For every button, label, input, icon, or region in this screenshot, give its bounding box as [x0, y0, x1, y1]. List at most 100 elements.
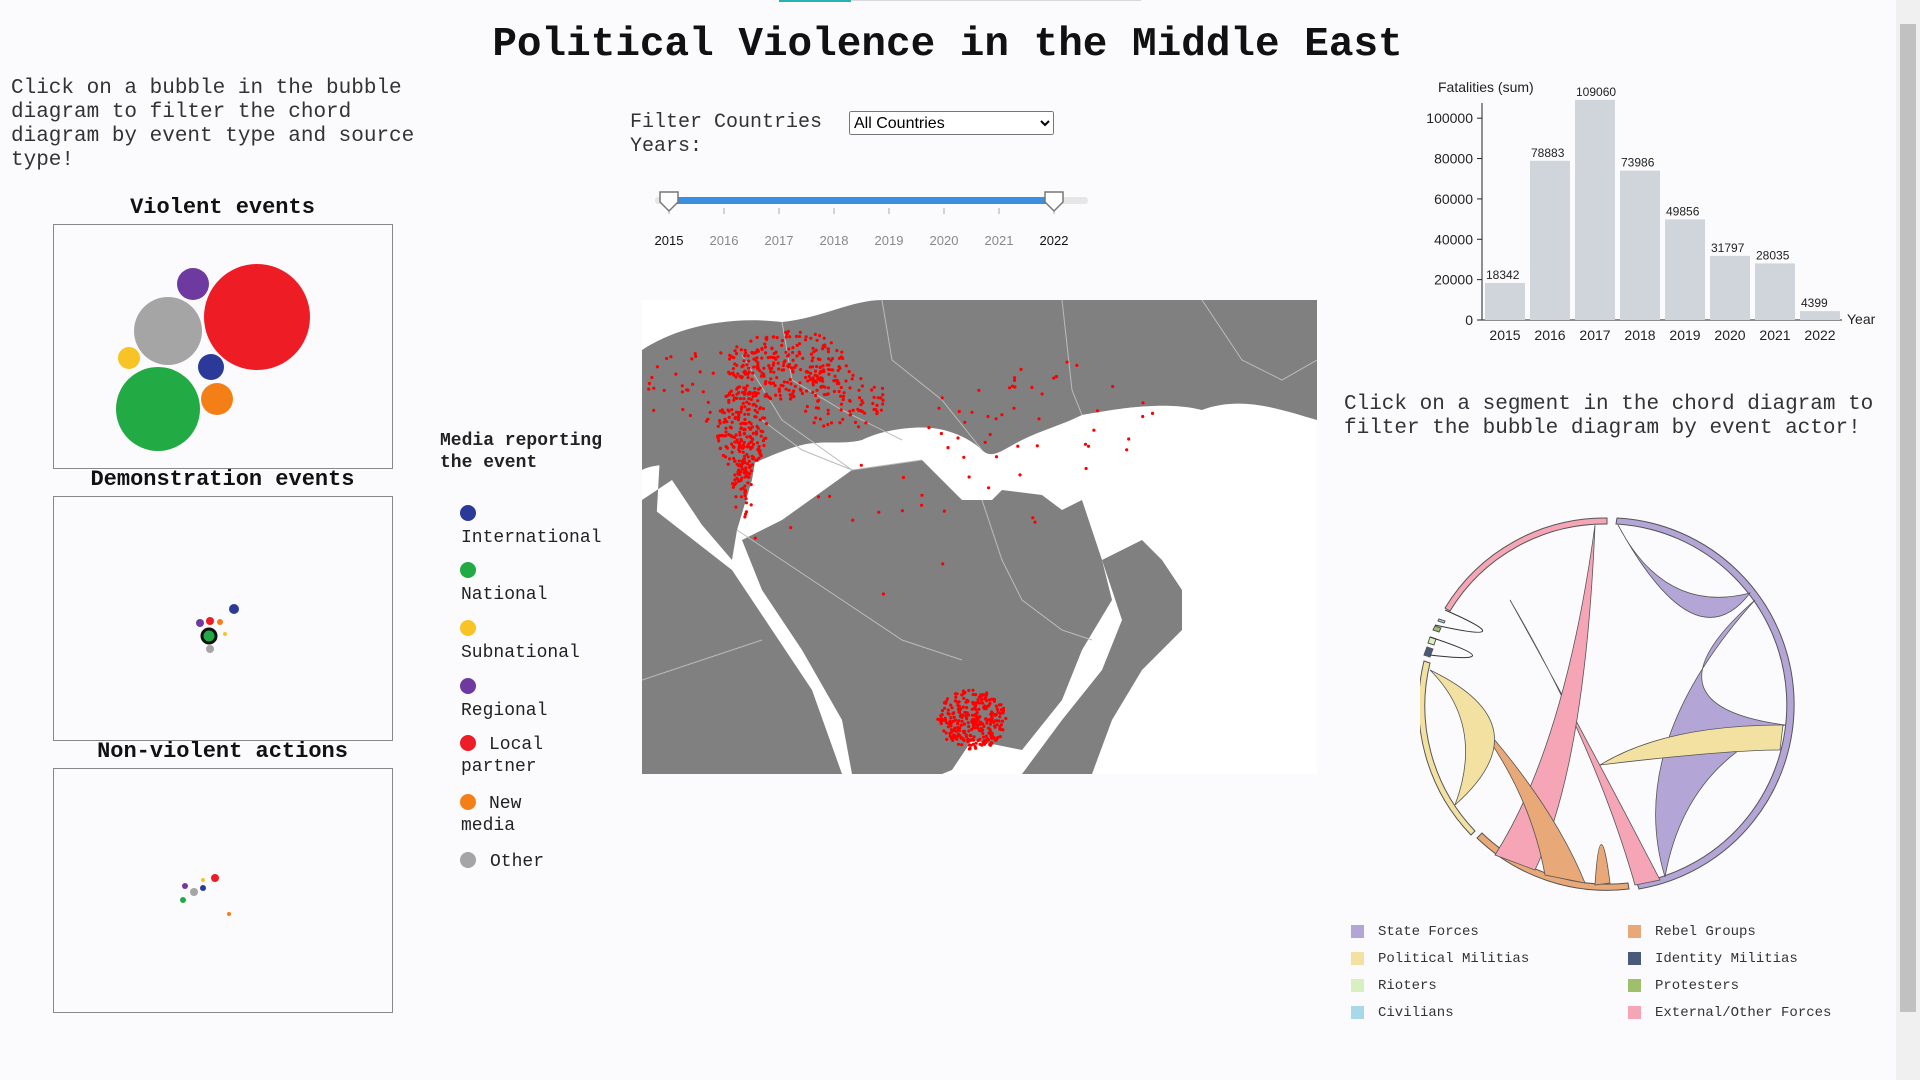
bubble-local-partner[interactable] [211, 874, 219, 882]
event-point [1037, 417, 1041, 421]
bubble-national[interactable] [200, 627, 218, 645]
event-point [816, 357, 820, 361]
event-point [782, 380, 786, 384]
chord-diagram[interactable] [1420, 515, 1820, 905]
event-point [794, 363, 798, 368]
event-point [724, 430, 728, 434]
event-point [955, 737, 959, 741]
event-point [998, 712, 1002, 716]
event-point [951, 712, 955, 716]
event-point [743, 348, 747, 352]
event-point [733, 473, 737, 477]
bubble-subnational[interactable] [223, 632, 227, 636]
event-point [734, 433, 738, 437]
slider-handle-end[interactable] [1044, 191, 1064, 213]
slider-handle-start[interactable] [659, 191, 679, 213]
bubble-regional[interactable] [182, 883, 188, 889]
chord-ribbon[interactable] [1494, 524, 1596, 871]
bubble-national[interactable] [180, 897, 186, 903]
event-point [775, 336, 779, 340]
event-point [758, 449, 762, 453]
vertical-scrollbar[interactable] [1896, 0, 1920, 1080]
event-point [950, 706, 954, 710]
event-point [785, 380, 789, 384]
chord-segment-political-militias[interactable] [1420, 660, 1476, 836]
event-point [805, 389, 809, 393]
event-point [829, 368, 833, 372]
event-point [966, 737, 970, 741]
bubble-other[interactable] [190, 888, 198, 896]
bubble-international[interactable] [200, 885, 206, 891]
year-range-slider[interactable]: 2015 2016 2017 2018 2019 2020 2021 2022 [640, 180, 1100, 255]
chord-segment-protesters[interactable] [1432, 625, 1442, 633]
country-select[interactable]: All Countries [849, 111, 1054, 135]
event-point [856, 425, 861, 429]
bubble-new-media[interactable] [227, 912, 231, 916]
event-point [1019, 367, 1023, 371]
slider-selected-range [669, 197, 1054, 204]
chord-ribbon[interactable] [1429, 669, 1495, 806]
event-point [742, 397, 746, 401]
bubble-other[interactable] [206, 645, 214, 653]
bubble-regional[interactable] [196, 619, 204, 627]
event-point [835, 349, 839, 353]
bubble-subnational[interactable] [201, 878, 205, 882]
event-point [836, 368, 840, 373]
event-point [762, 443, 766, 448]
event-point [944, 700, 948, 704]
event-point [797, 342, 802, 346]
scrollbar-thumb[interactable] [1900, 24, 1916, 1012]
event-point [754, 430, 759, 434]
event-point [813, 369, 818, 373]
bubble-regional[interactable] [177, 268, 209, 300]
event-point [662, 388, 666, 392]
event-point [960, 719, 964, 723]
event-point [1030, 385, 1034, 390]
bubble-local-partner[interactable] [204, 264, 310, 370]
event-point [995, 707, 999, 711]
event-point [737, 459, 741, 463]
event-point [788, 335, 792, 339]
chord-segment-rebel-groups[interactable] [1476, 832, 1630, 891]
bubble-subnational[interactable] [118, 347, 140, 369]
event-point [811, 390, 815, 394]
event-point [743, 372, 747, 376]
event-point [959, 723, 963, 727]
bubble-international[interactable] [198, 354, 224, 380]
bubble-new-media[interactable] [217, 619, 223, 625]
event-point [984, 734, 988, 738]
chord-segment-identity-militias[interactable] [1423, 646, 1434, 658]
middle-east-map[interactable] [642, 300, 1317, 774]
event-point [733, 416, 737, 420]
chord-ribbon[interactable] [1617, 524, 1752, 618]
event-point [751, 437, 755, 441]
event-point [747, 359, 751, 363]
event-point [745, 452, 749, 456]
event-point [828, 494, 832, 498]
event-point [730, 450, 734, 454]
bubble-other[interactable] [134, 297, 202, 365]
event-point [985, 692, 989, 696]
event-point [810, 359, 814, 363]
bubble-local-partner[interactable] [206, 617, 214, 625]
event-point [971, 688, 975, 692]
bubble-national[interactable] [116, 367, 200, 451]
event-point [953, 718, 958, 722]
event-point [740, 463, 744, 467]
event-point [960, 736, 964, 740]
event-point [760, 371, 764, 375]
event-point [966, 699, 970, 704]
chord-ribbon[interactable] [1509, 599, 1661, 886]
event-point [691, 382, 695, 386]
event-point [1054, 374, 1058, 379]
event-point [967, 713, 971, 717]
event-point [1084, 466, 1088, 471]
event-point [769, 377, 773, 381]
bubble-new-media[interactable] [201, 383, 233, 415]
chord-ribbon[interactable] [1594, 844, 1611, 886]
bubble-international[interactable] [229, 604, 239, 614]
chord-segment-civilians[interactable] [1437, 618, 1446, 624]
chord-segment-external-other-forces[interactable] [1444, 517, 1608, 612]
event-point [1141, 401, 1145, 405]
event-point [756, 367, 760, 371]
